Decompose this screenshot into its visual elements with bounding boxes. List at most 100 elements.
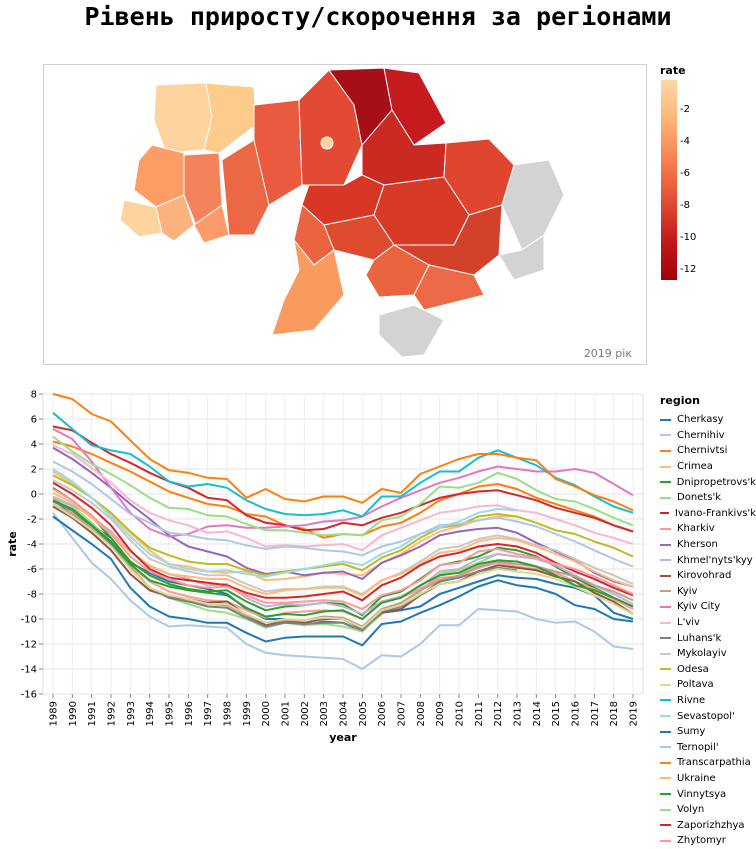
legend-item: Crimea [660, 459, 756, 475]
x-tick-label: 1993 [126, 701, 137, 726]
y-tick-label: 6 [31, 415, 37, 426]
legend-label: Transcarpathia [677, 757, 751, 769]
series-line [52, 460, 634, 568]
x-tick-label: 2005 [358, 701, 369, 726]
series-line [52, 488, 634, 610]
legend-swatch [660, 839, 671, 842]
legend-item: Ukraine [660, 771, 756, 787]
x-tick-label: 2004 [339, 701, 350, 726]
y-tick-label: -12 [21, 640, 37, 651]
y-tick-label: -8 [27, 590, 37, 601]
legend-item: Donets'k [660, 490, 756, 506]
legend-item: Khmel'nyts'kyy [660, 552, 756, 568]
legend-swatch [660, 512, 669, 515]
x-tick-label: 2018 [609, 701, 620, 726]
legend-label: Mykolayiv [677, 648, 727, 660]
legend-item: Ivano-Frankivs'k [660, 506, 756, 522]
legend-item: Kyiv [660, 584, 756, 600]
y-tick-label: -10 [21, 615, 37, 626]
x-tick-label: 2012 [493, 701, 504, 726]
x-tick-label: 2003 [319, 701, 330, 726]
map-panel: 2019 рік [43, 64, 647, 365]
x-tick-label: 2014 [532, 701, 543, 726]
legend-swatch [660, 605, 671, 608]
series-line [52, 444, 634, 552]
x-axis-title: year [329, 731, 357, 744]
x-tick-label: 1998 [223, 701, 234, 726]
legend-label: Kirovohrad [677, 570, 732, 582]
legend-swatch [660, 761, 671, 764]
x-tick-label: 1990 [68, 701, 79, 726]
legend-label: Donets'k [677, 492, 721, 504]
legend-item: Transcarpathia [660, 755, 756, 771]
legend-swatch [660, 699, 671, 702]
x-tick-label: 2008 [416, 701, 427, 726]
legend-swatch [660, 668, 671, 671]
x-tick-label: 1997 [203, 701, 214, 726]
x-tick-label: 2001 [281, 701, 292, 726]
map-region[interactable] [383, 67, 447, 146]
map-region[interactable] [501, 159, 565, 251]
legend-label: Crimea [677, 461, 713, 473]
legend-label: Kherson [677, 539, 718, 551]
ukraine-map [119, 67, 565, 358]
series-line [52, 412, 634, 518]
legend-label: Zaporizhzhya [677, 819, 745, 831]
y-axis-title: rate [6, 531, 19, 557]
legend-swatch [660, 808, 671, 811]
series-line [52, 486, 634, 617]
map-region[interactable] [119, 199, 163, 238]
map-region[interactable] [413, 264, 485, 311]
map-legend-tick: -2 [680, 104, 690, 115]
x-tick-label: 2007 [397, 701, 408, 726]
x-tick-label: 2019 [629, 701, 640, 726]
legend-label: Dnipropetrovs'k [676, 476, 756, 488]
legend-item: Vinnytsya [660, 786, 756, 802]
map-legend-tick: -8 [680, 200, 690, 211]
series-line [52, 497, 634, 620]
legend-swatch [660, 574, 671, 577]
legend-item: Kharkiv [660, 521, 756, 537]
x-tick-label: 1996 [184, 701, 195, 726]
x-tick-label: 2000 [261, 701, 272, 726]
x-tick-label: 2010 [455, 701, 466, 726]
legend-item: Poltava [660, 677, 756, 693]
map-region[interactable] [498, 234, 545, 281]
map-legend-gradient [661, 80, 677, 280]
map-legend-tick: -12 [680, 264, 697, 275]
series-line [52, 515, 634, 647]
legend-label: Vinnytsya [677, 788, 727, 800]
map-region[interactable] [155, 194, 195, 242]
map-legend-tick: -6 [680, 168, 690, 179]
map-region[interactable] [153, 82, 213, 154]
map-region[interactable] [203, 82, 257, 154]
x-tick-label: 1995 [165, 701, 176, 726]
legend-swatch [660, 418, 671, 421]
line-chart: 8 6 4 2 0 -2 -4 -6 -8 -10 -12 -14 -16 1989 1990 1991 199… [6, 390, 644, 744]
legend-swatch [660, 543, 671, 546]
legend-item: Kirovohrad [660, 568, 756, 584]
legend-swatch [660, 715, 671, 718]
map-year-label: 2019 рік [583, 347, 632, 360]
series-line [52, 446, 634, 588]
x-tick-label: 1999 [242, 701, 253, 726]
y-tick-label: 4 [31, 440, 37, 451]
y-tick-label: -2 [27, 515, 37, 526]
map-legend-title: rate [660, 64, 686, 77]
legend-item: Kyiv City [660, 599, 756, 615]
map-region[interactable] [271, 238, 345, 336]
legend-label: L'viv [677, 617, 700, 629]
region-legend: region Cherkasy Chernihiv Chernivtsi Crimea… [660, 394, 756, 849]
x-tick-label: 2016 [571, 701, 582, 726]
series-line [52, 512, 634, 670]
map-region[interactable] [221, 139, 270, 236]
x-tick-label: 2017 [590, 701, 601, 726]
legend-swatch [660, 621, 671, 624]
legend-swatch [660, 465, 671, 468]
legend-label: Chernivtsi [677, 445, 728, 457]
y-tick-label: 8 [31, 390, 37, 401]
map-region[interactable] [320, 136, 334, 150]
map-region[interactable] [378, 304, 445, 358]
legend-swatch [660, 590, 671, 593]
series-line [52, 491, 634, 597]
